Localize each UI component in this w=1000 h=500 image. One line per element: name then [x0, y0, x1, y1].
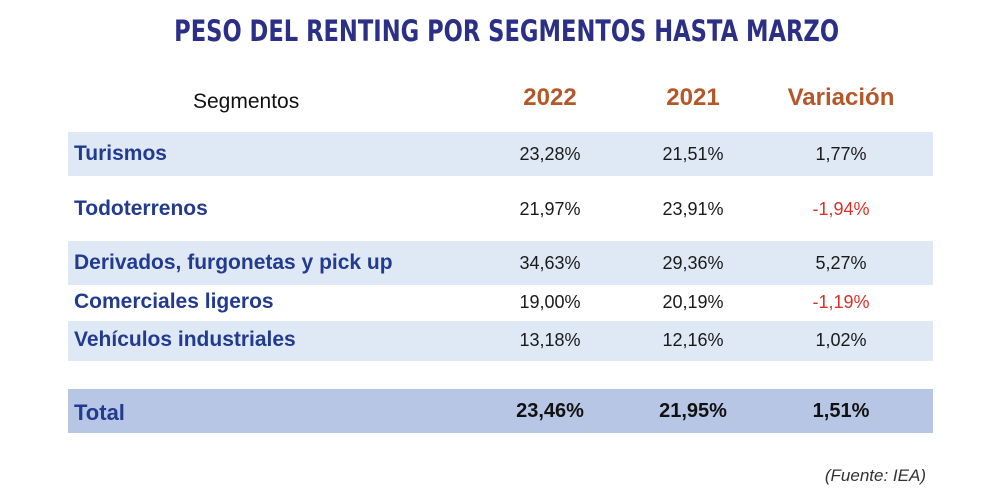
value-variacion: 1,77% [815, 144, 867, 164]
segment-name: Comerciales ligeros [74, 290, 274, 313]
value-2021: 23,91% [662, 199, 724, 219]
value-2021: 20,19% [662, 292, 724, 312]
table-row: Derivados, furgonetas y pick up 34,63% 29,… [68, 241, 933, 285]
total-row: Total 23,46% 21,95% 1,51% [68, 389, 933, 433]
segment-name: Turismos [74, 142, 167, 165]
value-variacion: -1,94% [812, 199, 870, 219]
table-row: Comerciales ligeros 19,00% 20,19% -1,19% [68, 283, 933, 321]
value-2022: 13,18% [519, 330, 581, 350]
value-2022: 34,63% [519, 253, 581, 273]
table-header: Segmentos 2022 2021 Variación [0, 80, 1000, 120]
header-2021: 2021 [666, 84, 720, 111]
total-variacion: 1,51% [812, 400, 870, 422]
value-2022: 19,00% [519, 292, 581, 312]
total-2022: 23,46% [516, 400, 584, 422]
table-row: Vehículos industriales 13,18% 12,16% 1,02% [68, 321, 933, 361]
value-2022: 21,97% [519, 199, 581, 219]
value-variacion: 5,27% [815, 253, 867, 273]
total-2021: 21,95% [659, 400, 727, 422]
value-2021: 12,16% [662, 330, 724, 350]
value-2021: 21,51% [662, 144, 724, 164]
segment-name: Vehículos industriales [74, 328, 296, 351]
segment-name: Derivados, furgonetas y pick up [74, 251, 393, 274]
table-row: Todoterrenos 21,97% 23,91% -1,94% [68, 187, 933, 231]
header-variacion: Variación [787, 84, 895, 111]
value-2022: 23,28% [519, 144, 581, 164]
header-2022: 2022 [523, 84, 577, 111]
total-label: Total [74, 400, 125, 425]
value-variacion: -1,19% [812, 292, 870, 312]
segment-name: Todoterrenos [74, 197, 208, 220]
value-2021: 29,36% [662, 253, 724, 273]
value-variacion: 1,02% [815, 330, 867, 350]
source-note: (Fuente: IEA) [824, 466, 926, 485]
header-segmentos: Segmentos [193, 90, 300, 113]
table-row: Turismos 23,28% 21,51% 1,77% [68, 132, 933, 176]
table-title: PESO DEL RENTING POR SEGMENTOS HASTA MAR… [174, 14, 840, 48]
